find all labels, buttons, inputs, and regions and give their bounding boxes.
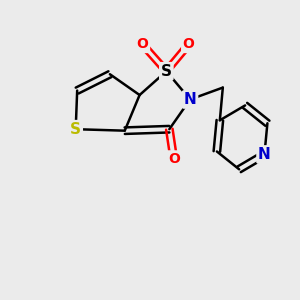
Text: N: N <box>184 92 196 107</box>
Text: S: S <box>70 122 81 137</box>
Text: O: O <box>168 152 180 166</box>
Text: S: S <box>161 64 172 79</box>
Text: O: O <box>136 38 148 52</box>
Text: O: O <box>183 38 195 52</box>
Text: N: N <box>258 147 271 162</box>
